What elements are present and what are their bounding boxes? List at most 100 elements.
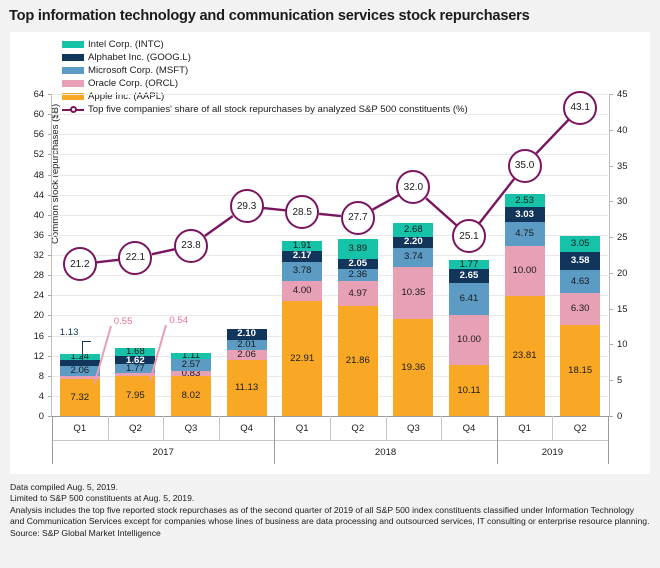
bar-segment[interactable]: 3.74	[393, 247, 434, 267]
y-axis-left-tickmark	[48, 194, 52, 196]
bar-segment[interactable]: 1.24	[59, 354, 100, 361]
bar-segment[interactable]: 10.00	[504, 245, 545, 297]
line-data-point[interactable]: 25.1	[452, 219, 486, 254]
line-data-point[interactable]: 23.8	[174, 228, 208, 263]
bar-segment[interactable]: 1.68	[115, 347, 156, 357]
bar-segment[interactable]: 2.36	[337, 269, 378, 282]
x-axis-year-separator	[608, 416, 609, 464]
bar-value-label: 2.10	[237, 328, 256, 340]
y-axis-left-tickmark	[48, 154, 52, 156]
y-axis-left-tickmark	[48, 94, 52, 95]
bar-stack[interactable]: 7.95 1.77 1.62 1.68	[115, 347, 156, 416]
bar-stack[interactable]: 11.13 2.06 2.01 2.10	[226, 328, 267, 416]
bar-value-label: 4.63	[570, 275, 590, 287]
bar-segment[interactable]: 22.91	[282, 300, 323, 416]
bar-segment[interactable]: 1.62	[115, 356, 156, 365]
bar-segment[interactable]: 19.36	[393, 318, 434, 416]
bar-segment[interactable]: 2.10	[226, 328, 267, 340]
bar-segment[interactable]: 1.91	[282, 241, 323, 251]
bar-segment[interactable]: 1.11	[171, 352, 211, 359]
legend-item[interactable]: Alphabet Inc. (GOOG.L)	[62, 51, 468, 63]
line-data-point[interactable]: 29.3	[229, 189, 264, 224]
y-axis-right-tick-label: 35	[617, 159, 628, 171]
legend-line-marker-icon	[62, 104, 84, 115]
bar-segment[interactable]: 11.13	[226, 360, 267, 416]
bar-segment[interactable]: 4.63	[560, 269, 601, 293]
bar-segment[interactable]	[59, 376, 100, 380]
bar-segment[interactable]: 2.57	[171, 358, 211, 372]
bar-segment[interactable]: 0.83	[171, 371, 211, 376]
bar-value-label: 11.13	[234, 382, 259, 394]
bar-segment[interactable]: 7.32	[59, 379, 100, 416]
y-axis-right-tick-label: 40	[617, 123, 628, 135]
y-axis-left-tickmark	[48, 174, 52, 176]
bar-segment[interactable]: 2.17	[282, 250, 323, 262]
bar-segment[interactable]: 2.01	[226, 339, 267, 350]
bar-stack[interactable]: 21.86 4.97 2.36 2.05 3.89	[337, 239, 378, 416]
bar-segment[interactable]	[59, 360, 100, 367]
bar-stack[interactable]: 8.02 0.832.571.11	[171, 352, 211, 416]
bar-segment[interactable]: 3.78	[282, 261, 323, 281]
bar-segment[interactable]: 3.58	[560, 251, 601, 270]
y-axis-left-tickmark	[48, 315, 52, 317]
bar-segment[interactable]: 21.86	[337, 306, 378, 416]
bar-stack[interactable]: 23.81 10.00 4.75 3.03 2.53	[504, 194, 545, 416]
gridline	[52, 255, 608, 256]
bar-segment[interactable]: 4.97	[337, 281, 378, 307]
legend-item[interactable]: Intel Corp. (INTC)	[62, 38, 468, 50]
line-data-point-label: 35.0	[514, 160, 535, 172]
bar-segment[interactable]: 10.00	[449, 314, 489, 366]
line-data-point[interactable]: 43.1	[563, 90, 598, 125]
bar-segment[interactable]: 1.77	[449, 260, 489, 270]
line-segment	[372, 194, 400, 211]
bar-segment[interactable]	[115, 373, 156, 377]
line-segment	[425, 197, 458, 227]
bar-value-label: 2.20	[404, 236, 423, 248]
line-data-point[interactable]: 27.7	[340, 200, 375, 235]
line-data-point[interactable]: 35.0	[507, 148, 542, 183]
gridline	[52, 335, 608, 337]
bar-segment[interactable]: 4.00	[282, 280, 323, 301]
bar-segment[interactable]: 4.75	[504, 222, 545, 246]
line-data-point[interactable]: 21.2	[62, 247, 97, 282]
bar-segment[interactable]: 7.95	[115, 376, 156, 416]
bar-segment[interactable]: 10.11	[449, 365, 489, 416]
bar-segment[interactable]: 3.89	[337, 239, 378, 259]
legend-item[interactable]: Microsoft Corp. (MSFT)	[62, 64, 468, 76]
page-title: Top information technology and communica…	[9, 8, 530, 24]
bar-value-label: 10.00	[456, 334, 481, 346]
bar-segment[interactable]: 2.20	[393, 236, 434, 248]
bar-segment[interactable]: 2.65	[449, 269, 489, 283]
bar-segment[interactable]: 2.68	[393, 223, 434, 237]
line-data-point[interactable]: 22.1	[118, 240, 153, 275]
bar-stack[interactable]: 19.36 10.35 3.74 2.20 2.68	[393, 223, 434, 416]
bar-segment[interactable]: 6.41	[449, 282, 489, 315]
bar-segment[interactable]: 3.05	[560, 236, 601, 252]
bar-segment[interactable]: 8.02	[171, 375, 211, 416]
bar-segment[interactable]: 10.35	[393, 266, 434, 319]
bar-value-label: 3.05	[570, 238, 590, 250]
bar-stack[interactable]: 10.11 10.00 6.41 2.65 1.77	[449, 260, 489, 416]
bar-value-label: 3.78	[292, 265, 312, 277]
bar-value-label: 2.65	[459, 270, 479, 282]
x-axis-divider	[52, 440, 608, 441]
bar-segment[interactable]: 23.81	[504, 296, 545, 416]
bar-segment[interactable]: 2.06	[226, 349, 267, 361]
line-data-point[interactable]: 32.0	[396, 170, 431, 205]
bar-segment[interactable]: 2.06	[59, 366, 100, 377]
bar-segment[interactable]: 2.05	[337, 258, 378, 270]
y-axis-left-tickmark	[48, 214, 52, 216]
legend-item[interactable]: Oracle Corp. (ORCL)	[62, 77, 468, 89]
bar-stack[interactable]: 18.15 6.30 4.63 3.58 3.05	[560, 236, 601, 416]
bar-stack[interactable]: 7.32 2.06 1.24	[59, 354, 100, 416]
bar-segment[interactable]: 1.77	[115, 364, 156, 374]
x-axis-year-separator	[496, 416, 498, 464]
bar-segment[interactable]: 2.53	[504, 194, 545, 207]
bar-segment[interactable]: 18.15	[560, 324, 601, 416]
bar-segment[interactable]: 3.03	[504, 206, 545, 222]
legend-item[interactable]: Top five companies' share of all stock r…	[62, 103, 468, 115]
bar-segment[interactable]: 6.30	[560, 293, 601, 325]
line-data-point[interactable]: 28.5	[285, 195, 320, 230]
legend-item[interactable]: Apple Inc. (AAPL)	[62, 90, 468, 102]
bar-stack[interactable]: 22.91 4.00 3.78 2.17 1.91	[282, 241, 323, 416]
